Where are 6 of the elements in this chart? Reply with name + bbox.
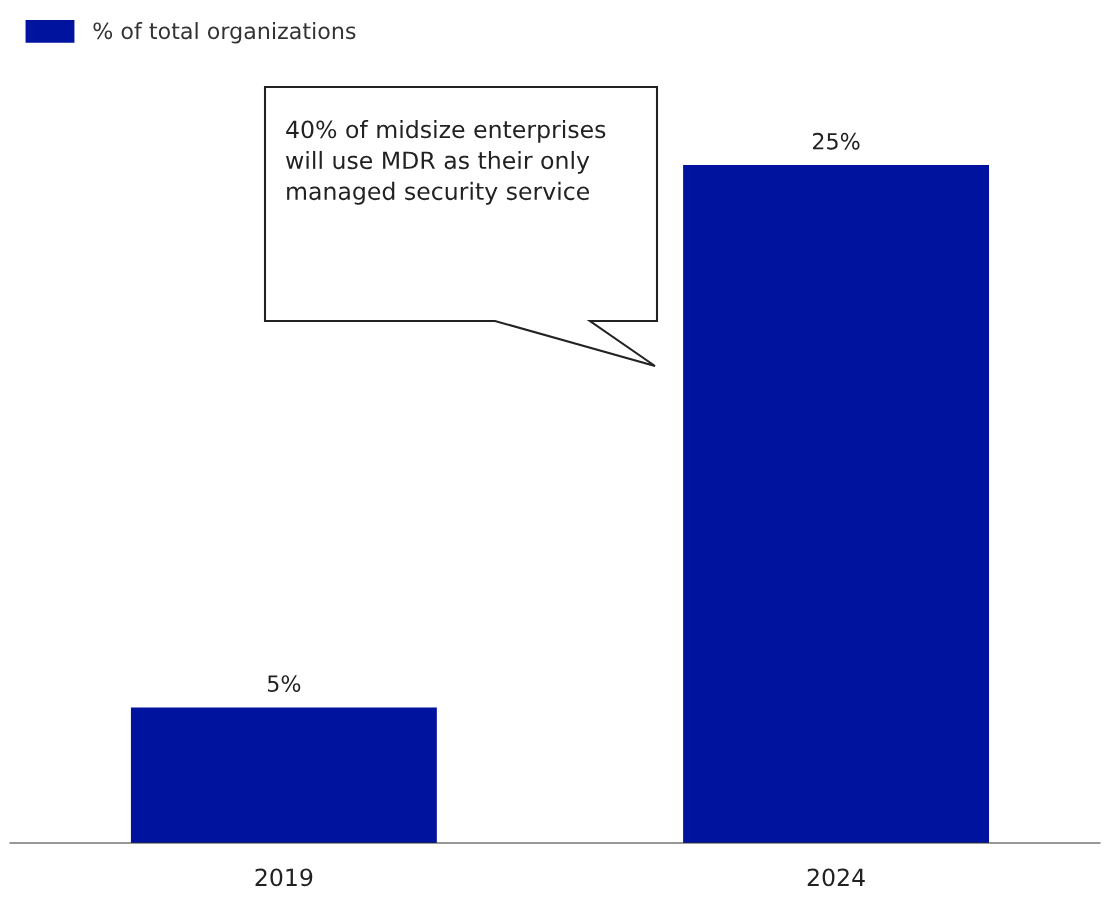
legend-label: % of total organizations bbox=[93, 22, 356, 44]
x-tick-label: 2024 bbox=[807, 868, 865, 887]
annotation: 40% of midsize enterprises will use MDR as their only managed security service bbox=[285, 120, 606, 205]
data-label: 25% bbox=[812, 132, 860, 150]
x-tick-label: 2019 bbox=[255, 868, 313, 887]
data-label: 5% bbox=[267, 675, 301, 692]
